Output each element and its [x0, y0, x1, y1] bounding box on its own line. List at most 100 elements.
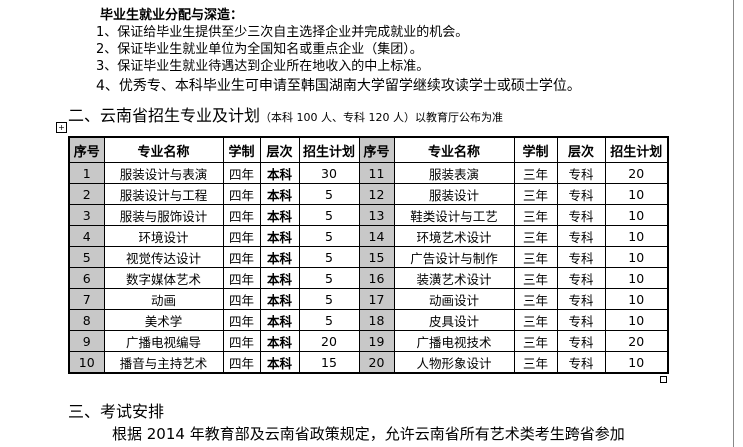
table-cell: 三年: [513, 351, 558, 374]
table-cell: 9: [68, 330, 105, 352]
table-cell: 环境艺术设计: [393, 225, 515, 247]
table-cell: 四年: [222, 246, 261, 268]
table-row: 2 服装设计与工程 四年 本科 5 12 服装设计 三年 专科 10: [68, 183, 669, 205]
table-cell: 皮具设计: [393, 309, 515, 331]
table-cell: 专科: [556, 288, 606, 310]
table-cell: 四年: [222, 204, 261, 226]
table-row: 6 数字媒体艺术 四年 本科 5 16 装潢艺术设计 三年 专科 10: [68, 267, 669, 289]
table-cell: 本科: [259, 288, 300, 310]
column-header: 学制: [222, 136, 261, 163]
table-cell: 20: [604, 330, 669, 352]
section2-heading: 二、云南省招生专业及计划（本科 100 人、专科 120 人）以教育厅公布为准: [68, 102, 503, 126]
table-cell: 10: [604, 225, 669, 247]
table-cell: 5: [298, 288, 360, 310]
table-cell: 10: [604, 267, 669, 289]
column-header: 招生计划: [604, 136, 669, 163]
table-move-handle-icon[interactable]: +: [56, 122, 67, 133]
table-cell: 17: [358, 288, 395, 310]
table-cell: 5: [298, 267, 360, 289]
table-cell: 20: [358, 351, 395, 374]
table-cell: 专科: [556, 330, 606, 352]
column-header: 专业名称: [393, 136, 515, 163]
table-cell: 四年: [222, 351, 261, 374]
table-cell: 15: [358, 246, 395, 268]
table-cell: 专科: [556, 351, 606, 374]
table-cell: 5: [298, 204, 360, 226]
table-header-row: 序号 专业名称 学制 层次 招生计划 序号 专业名称 学制 层次 招生计划: [68, 136, 669, 163]
table-cell: 本科: [259, 351, 300, 374]
table-row: 1 服装设计与表演 四年 本科 30 11 服装表演 三年 专科 20: [68, 162, 669, 184]
table-cell: 专科: [556, 309, 606, 331]
table-cell: 20: [298, 330, 360, 352]
table-cell: 三年: [513, 267, 558, 289]
table-cell: 8: [68, 309, 105, 331]
table-cell: 11: [358, 162, 395, 184]
table-cell: 四年: [222, 162, 261, 184]
table-cell: 10: [604, 288, 669, 310]
table-resize-handle-icon[interactable]: [660, 376, 667, 383]
table-cell: 广播电视技术: [393, 330, 515, 352]
table-cell: 服装与服饰设计: [103, 204, 224, 226]
table-cell: 三年: [513, 309, 558, 331]
table-cell: 本科: [259, 204, 300, 226]
employment-item: 2、保证毕业生就业单位为全国知名或重点企业（集团）。: [96, 42, 423, 57]
table-cell: 10: [604, 183, 669, 205]
enrollment-table: 序号 专业名称 学制 层次 招生计划 序号 专业名称 学制 层次 招生计划 1 服装设计与表演 四年本…: [68, 136, 669, 374]
table-cell: 13: [358, 204, 395, 226]
table-cell: 本科: [259, 183, 300, 205]
table-cell: 10: [604, 246, 669, 268]
table-cell: 专科: [556, 183, 606, 205]
section2-title: 二、云南省招生专业及计划: [68, 106, 261, 125]
column-header: 学制: [513, 136, 558, 163]
table-cell: 本科: [259, 267, 300, 289]
table-cell: 四年: [222, 288, 261, 310]
table-cell: 四年: [222, 309, 261, 331]
table-cell: 三年: [513, 330, 558, 352]
table-cell: 10: [604, 309, 669, 331]
table-cell: 视觉传达设计: [103, 246, 224, 268]
table-cell: 专科: [556, 267, 606, 289]
table-cell: 5: [298, 309, 360, 331]
table-cell: 服装设计与工程: [103, 183, 224, 205]
table-row: 4 环境设计 四年 本科 5 14 环境艺术设计 三年 专科 10: [68, 225, 669, 247]
table-cell: 5: [298, 246, 360, 268]
column-header: 序号: [68, 136, 105, 163]
table-cell: 10: [68, 351, 105, 374]
employment-item: 4、优秀专、本科毕业生可申请至韩国湖南大学留学继续攻读学士或硕士学位。: [96, 78, 581, 94]
table-cell: 19: [358, 330, 395, 352]
column-header: 序号: [358, 136, 395, 163]
column-header: 专业名称: [103, 136, 224, 163]
table-cell: 服装设计与表演: [103, 162, 224, 184]
table-cell: 专科: [556, 162, 606, 184]
table-cell: 专科: [556, 246, 606, 268]
employment-heading: 毕业生就业分配与深造：: [100, 8, 244, 23]
table-cell: 数字媒体艺术: [103, 267, 224, 289]
table-cell: 动画: [103, 288, 224, 310]
table-cell: 四年: [222, 267, 261, 289]
table-cell: 5: [298, 183, 360, 205]
table-cell: 环境设计: [103, 225, 224, 247]
employment-item: 3、保证毕业生就业待遇达到企业所在地收入的中上标准。: [96, 59, 430, 74]
table-cell: 服装表演: [393, 162, 515, 184]
table-cell: 广告设计与制作: [393, 246, 515, 268]
table-cell: 三年: [513, 204, 558, 226]
table-cell: 装潢艺术设计: [393, 267, 515, 289]
column-header: 招生计划: [298, 136, 360, 163]
table-cell: 18: [358, 309, 395, 331]
column-header: 层次: [556, 136, 606, 163]
table-cell: 美术学: [103, 309, 224, 331]
table-cell: 动画设计: [393, 288, 515, 310]
table-row: 7 动画 四年 本科 5 17 动画设计 三年 专科 10: [68, 288, 669, 310]
table-cell: 5: [298, 225, 360, 247]
table-cell: 三年: [513, 225, 558, 247]
table-cell: 四年: [222, 330, 261, 352]
column-header: 层次: [259, 136, 300, 163]
table-row: 9 广播电视编导 四年 本科 20 19 广播电视技术 三年 专科 20: [68, 330, 669, 352]
section2-note: （本科 100 人、专科 120 人）以教育厅公布为准: [260, 111, 503, 124]
table-cell: 15: [298, 351, 360, 374]
table-cell: 本科: [259, 246, 300, 268]
employment-item: 1、保证给毕业生提供至少三次自主选择企业并完成就业的机会。: [96, 25, 469, 40]
table-cell: 30: [298, 162, 360, 184]
table-cell: 6: [68, 267, 105, 289]
table-cell: 鞋类设计与工艺: [393, 204, 515, 226]
